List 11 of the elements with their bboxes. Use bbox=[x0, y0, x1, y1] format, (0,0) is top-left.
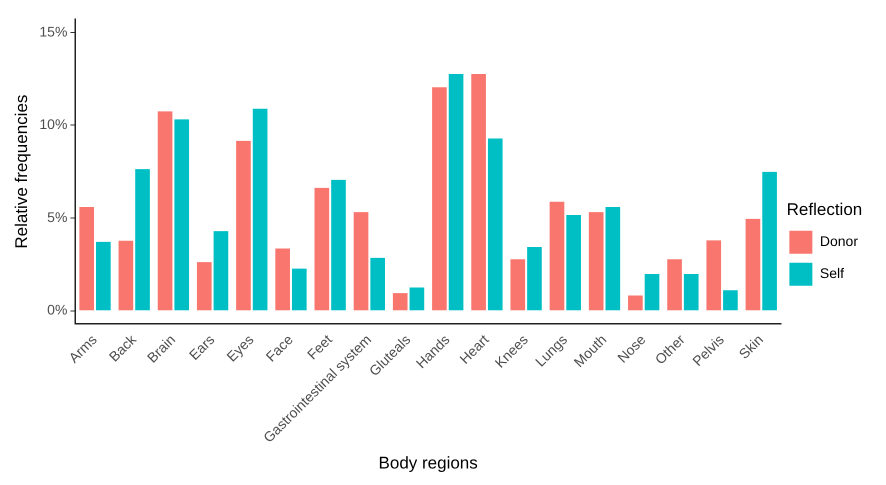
x-tick-label: Ears bbox=[186, 331, 218, 363]
y-tick-label: 5% bbox=[47, 208, 68, 225]
y-tick-label: 10% bbox=[39, 116, 68, 132]
legend-label: Self bbox=[820, 265, 844, 282]
legend-title: Reflection bbox=[786, 200, 862, 219]
x-tick-label: Skin bbox=[736, 331, 766, 362]
y-tick-label: 0% bbox=[47, 302, 68, 318]
x-axis-title: Body regions bbox=[378, 453, 478, 472]
y-tick-label: 15% bbox=[39, 23, 68, 40]
y-axis-title: Relative frequencies bbox=[12, 94, 31, 249]
legend-label: Donor bbox=[820, 233, 858, 250]
